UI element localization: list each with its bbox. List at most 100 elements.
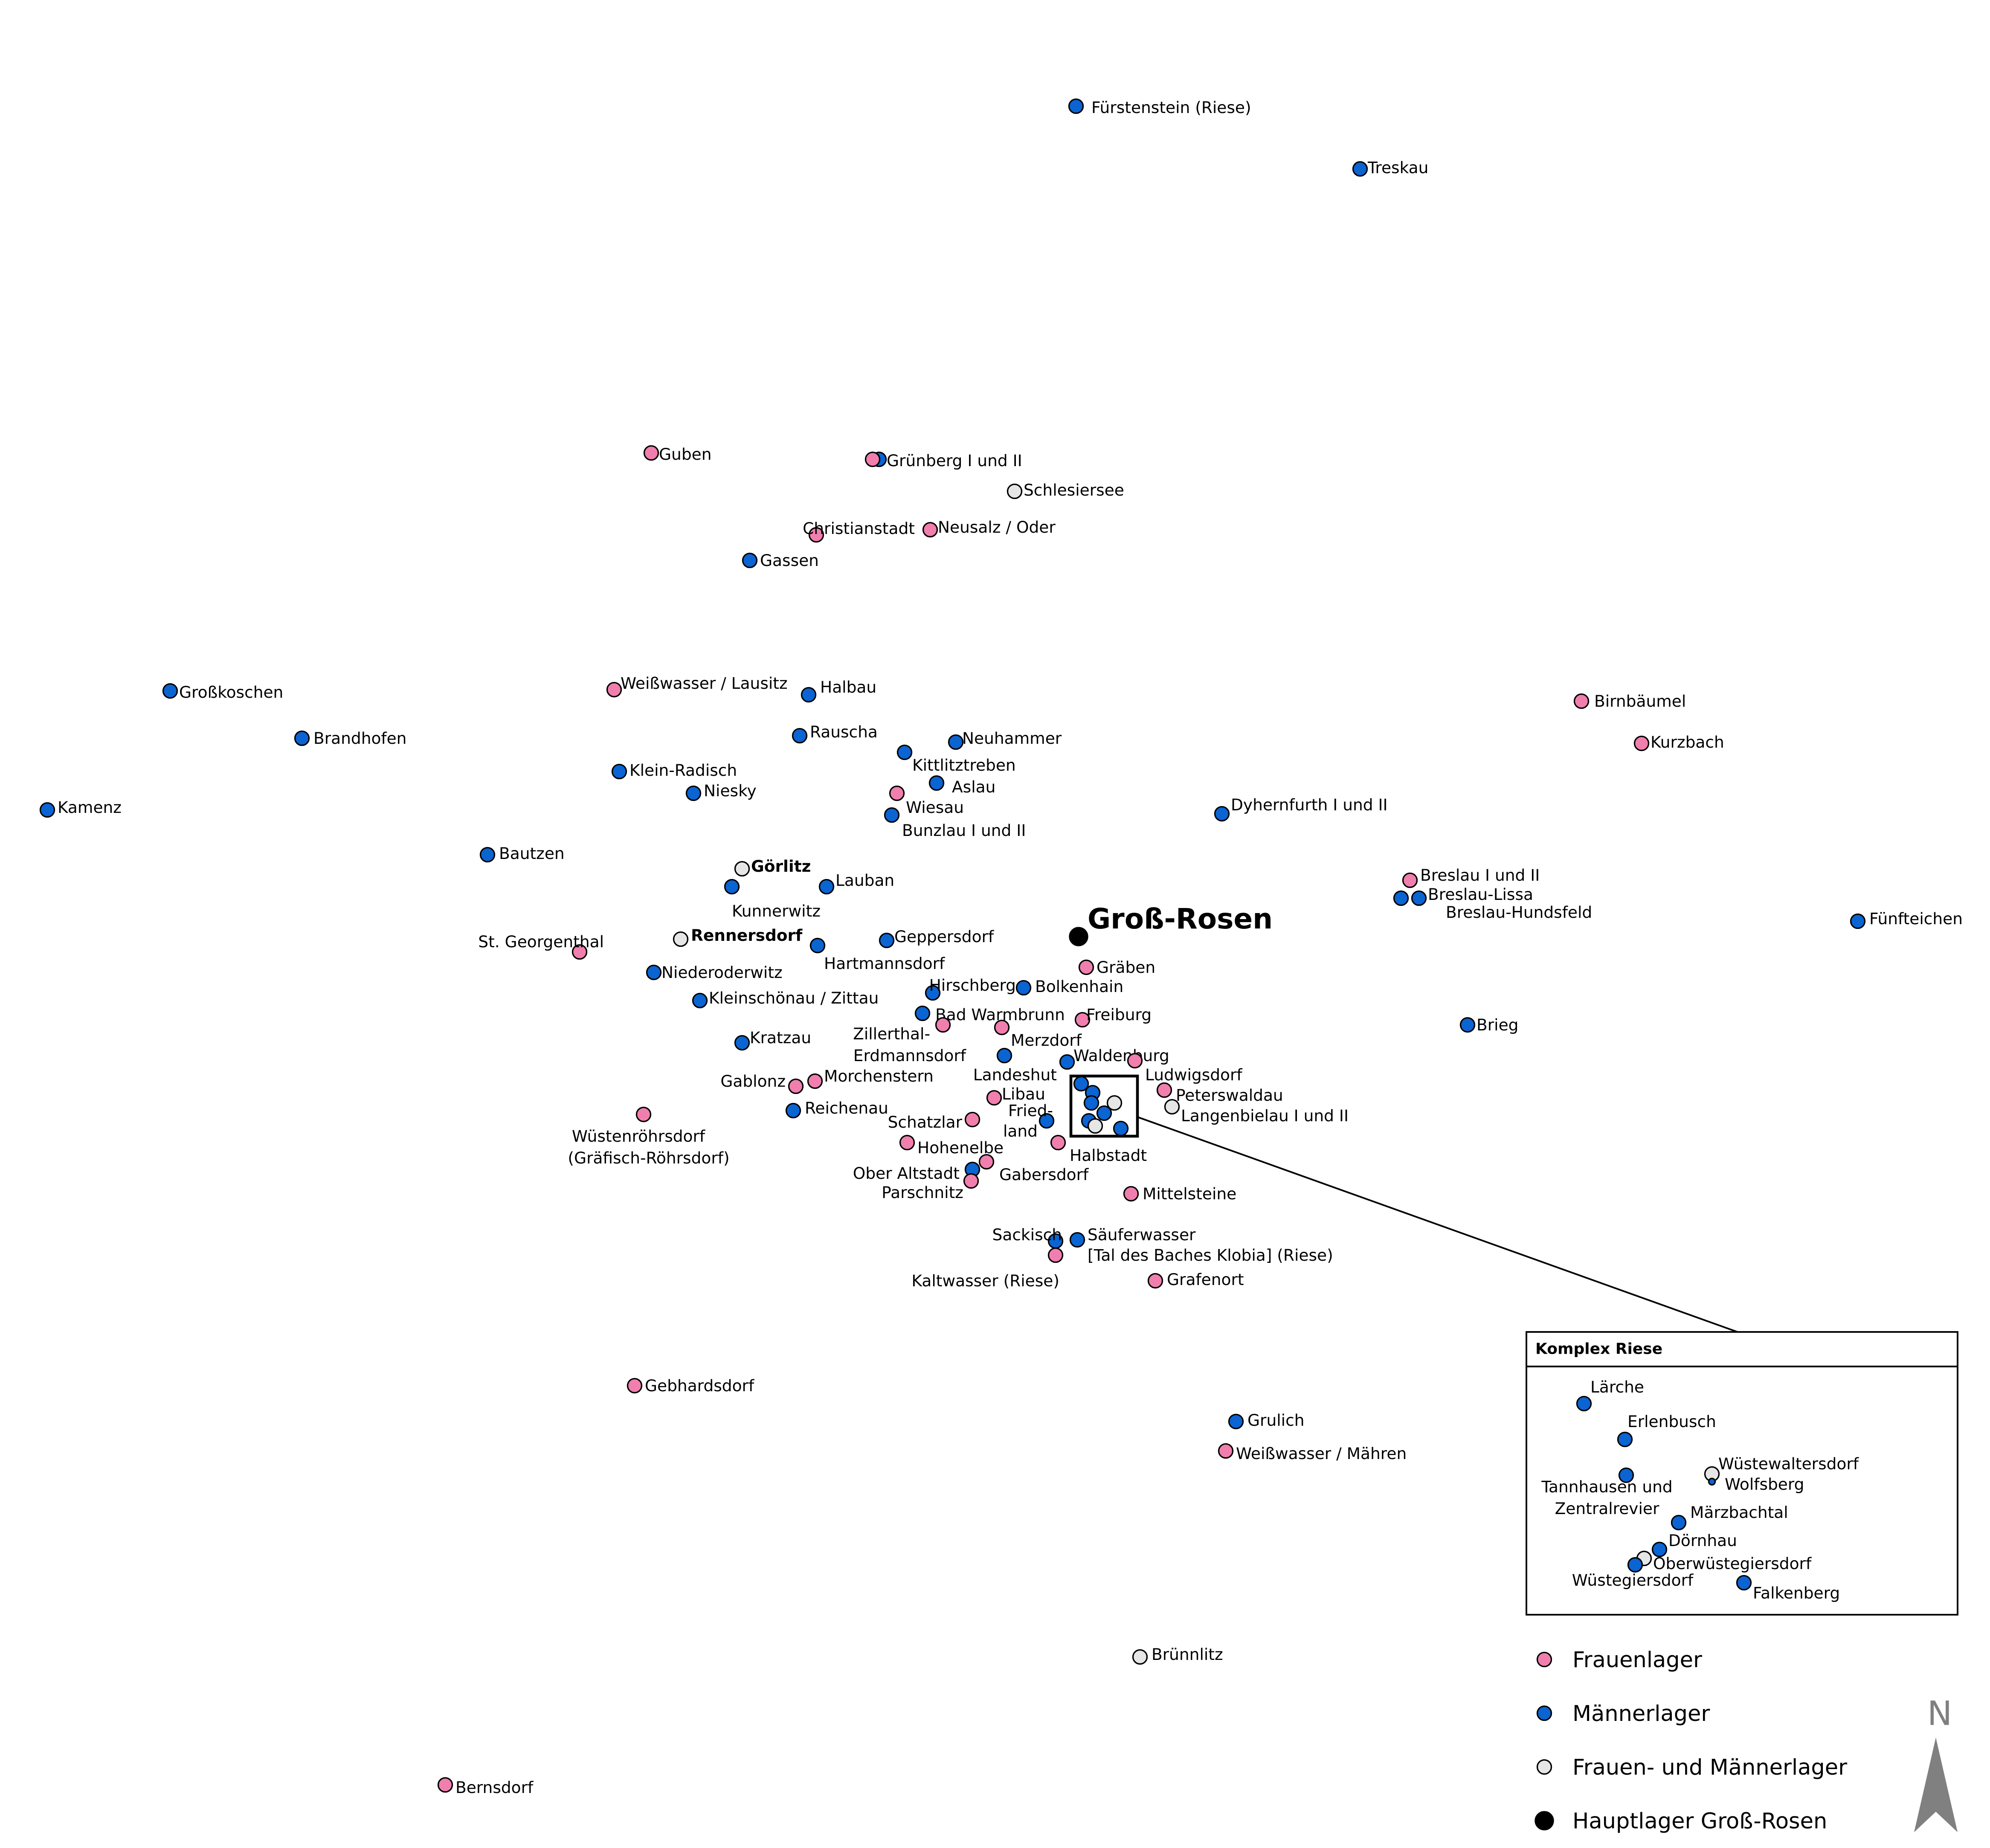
camp-marker [1228,1413,1244,1430]
legend-label: Hauptlager Groß-Rosen [1572,1809,1827,1834]
camp-marker [1069,1232,1085,1248]
camp-marker [807,1073,823,1089]
camp-label: Parschnitz [882,1183,963,1202]
main-camp-marker [1069,927,1088,946]
camp-label: Morchenstern [824,1067,934,1085]
camp-label: Bautzen [499,844,565,863]
inset-connector [1137,1116,1738,1333]
camp-label: Mittelsteine [1143,1184,1236,1203]
camp-marker [899,1134,915,1151]
camp-marker [685,785,702,801]
camp-marker [986,1090,1002,1106]
riese-camp-label: Tannhausen und Zentralrevier [1541,1477,1672,1518]
camp-marker [884,807,900,823]
camp-marker [785,1102,801,1119]
camp-marker [964,1111,980,1128]
camp-hartmannsdorf: Hartmannsdorf [809,937,945,973]
camp-zillerthal-erdmannsdorf: Zillerthal-Erdmannsdorf [853,1017,966,1065]
camp-bolkenhain: Bolkenhain [1015,977,1123,996]
camp-label: Kratzau [750,1028,811,1047]
camp-label: Bolkenhain [1035,977,1123,996]
camp-kurzbach: Kurzbach [1633,733,1724,751]
riese-camp-falkenberg: Falkenberg [1736,1575,1840,1602]
camp-label: Dyhernfurth I und II [1231,795,1388,814]
camp-label: Brieg [1477,1015,1518,1034]
camp-marker [162,683,178,699]
camp-mittelsteine: Mittelsteine [1123,1184,1236,1203]
camp-label: Lauban [835,871,894,890]
legend-label: Frauenlager [1572,1648,1702,1673]
camp-marker [889,785,905,801]
camp-breslau-lissa: Breslau-Lissa [1393,885,1533,906]
camp-label: Zillerthal-Erdmannsdorf [853,1024,966,1065]
camp-label: Kittlitztreben [912,756,1016,775]
camp-sackisch: Sackisch [992,1225,1064,1249]
camp-merzdorf: Merzdorf [994,1019,1082,1050]
camp-label: Rennersdorf [691,926,803,945]
main-camp-label: Groß-Rosen [1088,902,1273,935]
camp-marker [1050,1134,1066,1151]
camp-label: Niederoderwitz [661,963,783,982]
inset-komplex-riese: Komplex Riese Lärche Erlenbusch Wüstewalter… [1526,1331,1958,1616]
camp-marker [818,879,835,895]
camp-marker [978,1154,995,1170]
camp-label: Freiburg [1086,1005,1152,1024]
camp-geppersdorf: Geppersdorf [879,927,994,949]
camp-marker [948,734,964,750]
riese-camp-tannhausen-und-zentralrevier: Tannhausen und Zentralrevier [1541,1467,1673,1518]
camp-marker [692,992,708,1009]
camp-marker [935,1017,951,1033]
riese-camp-label: Märzbachtal [1690,1503,1788,1522]
camp-marker [724,879,740,895]
legend-marker [1536,1705,1552,1721]
camp-marker [1402,872,1418,888]
riese-camp-label: Wüstewaltersdorf [1718,1454,1859,1473]
camp-lauban: Lauban [818,871,894,895]
camp-marker [1127,1053,1143,1069]
riese-camp-marker [1618,1467,1634,1483]
camp-dyhernfurth-i-und-ii: Dyhernfurth I und II [1214,795,1388,822]
camp-label: Christianstadt [803,519,915,538]
camp-label: Gebhardsdorf [645,1376,754,1395]
camp-hohenelbe: Hohenelbe [899,1134,1004,1157]
riese-camp-oberwuestegiersdorf: Oberwüstegiersdorf [1636,1550,1812,1573]
camp-marker [1156,1082,1172,1098]
camp-marker [1411,890,1427,906]
camp-langenbielau-i-und-ii: Langenbielau I und II [1164,1099,1349,1125]
camp-gabersdorf: Gabersdorf [978,1154,1089,1184]
camp-marker [1007,483,1023,499]
camp-label: Breslau-Lissa [1428,885,1533,904]
north-label: N [1927,1694,1952,1733]
camp-label: Schlesiersee [1024,481,1124,499]
legend-label: Männerlager [1572,1701,1710,1726]
camp-label: Fried-land [1003,1101,1053,1140]
camp-marker [742,552,758,569]
camp-halbau: Halbau [801,678,876,703]
inset-title: Komplex Riese [1535,1340,1662,1358]
legend-item-maenner: Männerlager [1536,1701,1710,1726]
camp-fuenfteichen: Fünfteichen [1850,909,1963,929]
camp-marker [734,1035,750,1051]
camp-marker [1078,959,1094,975]
camp-marker [1573,693,1590,709]
camp-fuerstenstein-riese: Fürstenstein (Riese) [1068,98,1251,117]
camp-breslau-hundsfeld: Breslau-Hundsfeld [1411,890,1592,922]
camp-label: Gablonz [720,1072,786,1091]
camp-rauscha: Rauscha [792,722,878,744]
riese-area-markers [1073,1076,1129,1137]
camp-marker [1074,1012,1091,1028]
riese-area-box [1069,1074,1139,1138]
camp-marker [627,1378,643,1394]
camp-neuhammer: Neuhammer [948,729,1062,750]
inset-frame [1526,1331,1958,1616]
camp-label: Kunnerwitz [732,902,821,920]
camp-breslau-i-und-ii: Breslau I und II [1402,866,1540,888]
camp-marker [925,985,941,1001]
riese-camp-wuestegiersdorf: Wüstegiersdorf [1572,1557,1694,1590]
camp-marker [1047,1247,1064,1263]
camp-landeshut: Landeshut [973,1047,1057,1084]
camp-marker [994,1019,1010,1036]
camp-parschnitz: Parschnitz [882,1173,979,1202]
riese-cluster-marker [1073,1076,1089,1092]
riese-camp-marker [1736,1575,1752,1591]
